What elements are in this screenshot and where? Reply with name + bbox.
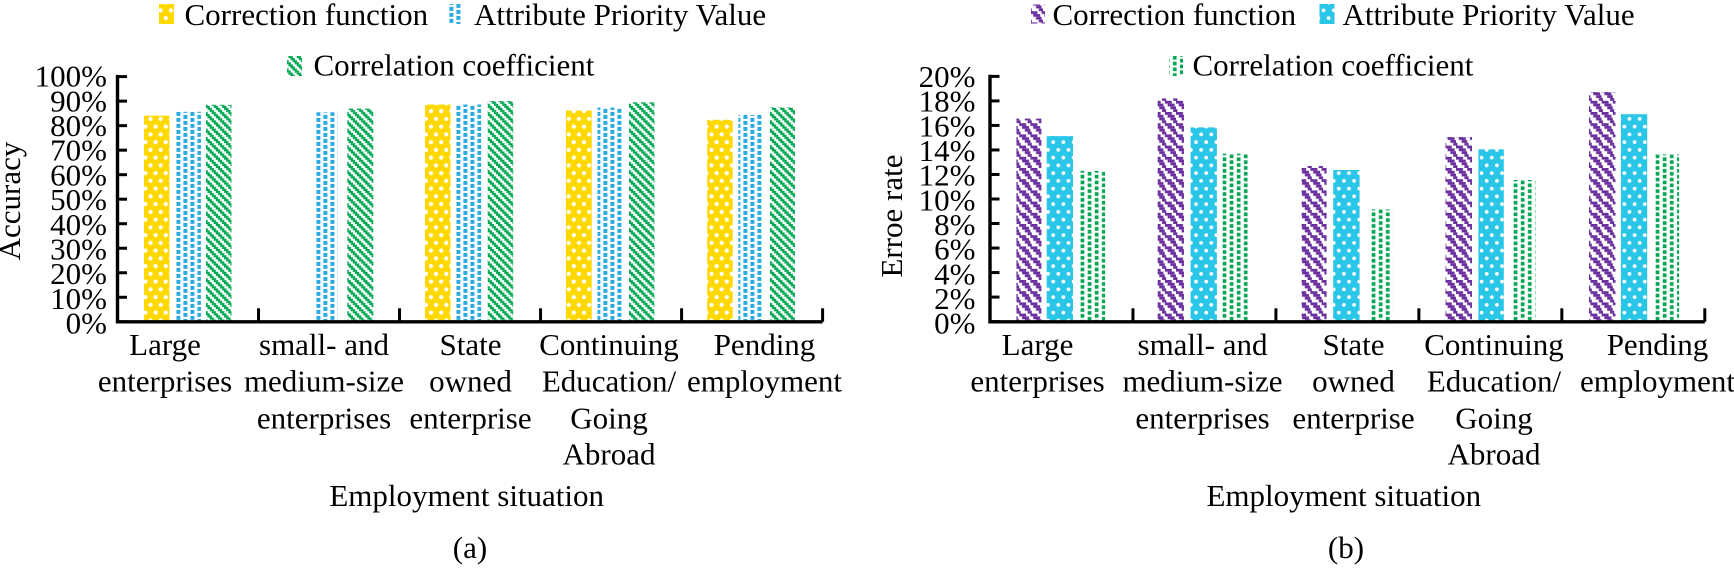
svg-text:Employment situation: Employment situation [1206, 478, 1481, 513]
svg-text:(a): (a) [453, 530, 487, 565]
svg-text:Continuing: Continuing [539, 327, 679, 362]
svg-text:40%: 40% [50, 207, 107, 242]
svg-text:Correlation coefficient: Correlation coefficient [314, 48, 595, 83]
svg-text:enterprise: enterprise [1292, 401, 1414, 436]
svg-text:medium-size: medium-size [1122, 364, 1282, 399]
svg-text:Employment situation: Employment situation [329, 478, 604, 513]
svg-text:medium-size: medium-size [244, 364, 404, 399]
svg-text:owned: owned [429, 364, 512, 399]
svg-text:Large: Large [1002, 327, 1074, 362]
svg-text:enterprises: enterprises [257, 401, 391, 436]
svg-text:90%: 90% [50, 83, 107, 118]
svg-text:60%: 60% [50, 157, 107, 192]
svg-text:(b): (b) [1328, 530, 1364, 565]
svg-text:0%: 0% [934, 306, 975, 341]
svg-text:6%: 6% [934, 232, 975, 267]
svg-text:20%: 20% [919, 59, 976, 94]
svg-text:Correction function: Correction function [1053, 0, 1297, 32]
svg-text:10%: 10% [919, 182, 976, 217]
svg-text:Abroad: Abroad [563, 437, 656, 472]
svg-text:small- and: small- and [1138, 327, 1268, 362]
svg-text:owned: owned [1312, 364, 1395, 399]
svg-text:enterprises: enterprises [98, 364, 232, 399]
svg-text:employment: employment [687, 364, 842, 399]
svg-text:16%: 16% [919, 108, 976, 143]
svg-text:2%: 2% [934, 281, 975, 316]
svg-text:State: State [1323, 327, 1385, 362]
svg-text:Correlation coefficient: Correlation coefficient [1193, 48, 1474, 83]
svg-text:14%: 14% [919, 133, 976, 168]
svg-text:Accuracy: Accuracy [0, 141, 27, 260]
svg-text:0%: 0% [66, 306, 107, 341]
svg-text:State: State [440, 327, 502, 362]
svg-text:Going: Going [570, 401, 648, 436]
svg-text:Pending: Pending [714, 327, 816, 362]
svg-text:Attribute Priority Value: Attribute Priority Value [1343, 0, 1635, 32]
svg-text:70%: 70% [50, 133, 107, 168]
svg-text:Education/: Education/ [542, 364, 677, 399]
svg-text:Going: Going [1455, 401, 1533, 436]
svg-text:Pending: Pending [1607, 327, 1709, 362]
svg-text:100%: 100% [35, 59, 107, 94]
svg-text:8%: 8% [934, 207, 975, 242]
svg-text:Education/: Education/ [1427, 364, 1562, 399]
svg-text:enterprises: enterprises [1135, 401, 1269, 436]
svg-text:Erroe rate: Erroe rate [874, 154, 909, 277]
svg-text:4%: 4% [934, 256, 975, 291]
svg-text:employment: employment [1580, 364, 1734, 399]
svg-text:enterprise: enterprise [409, 401, 531, 436]
svg-text:Abroad: Abroad [1448, 437, 1541, 472]
svg-text:20%: 20% [50, 256, 107, 291]
svg-text:Large: Large [129, 327, 201, 362]
svg-text:80%: 80% [50, 108, 107, 143]
svg-text:Correction function: Correction function [185, 0, 429, 32]
svg-text:30%: 30% [50, 232, 107, 267]
svg-text:50%: 50% [50, 182, 107, 217]
svg-text:Continuing: Continuing [1424, 327, 1564, 362]
svg-text:10%: 10% [50, 281, 107, 316]
svg-text:12%: 12% [919, 158, 976, 193]
svg-text:small- and: small- and [259, 327, 389, 362]
svg-text:18%: 18% [919, 84, 976, 119]
svg-text:Attribute Priority Value: Attribute Priority Value [474, 0, 766, 32]
svg-text:enterprises: enterprises [970, 364, 1104, 399]
